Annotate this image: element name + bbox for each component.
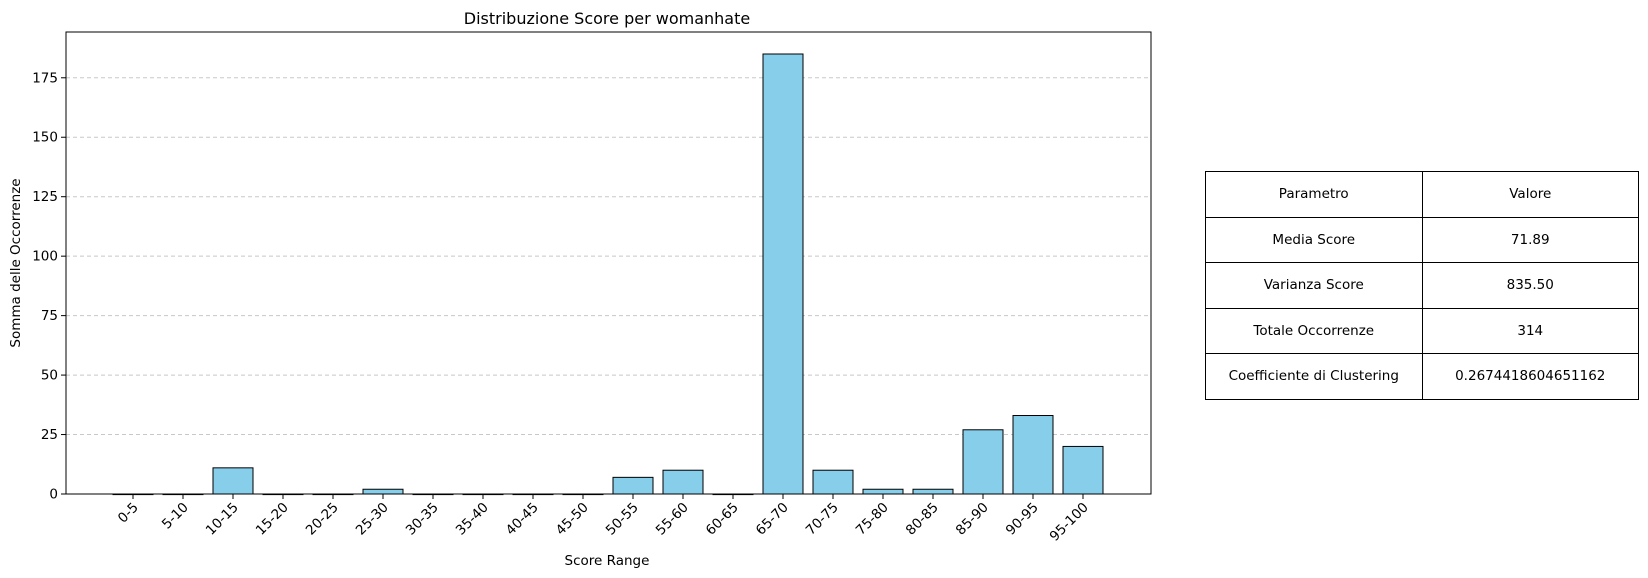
x-tick-label: 80-85 — [903, 500, 942, 539]
table-cell-param: Coefficiente di Clustering — [1205, 353, 1423, 400]
y-tick-label: 25 — [41, 427, 58, 443]
x-axis-ticks: 0-5 5-10 10-15 15-20 20-25 25-30 30-35 35-40 40-… — [115, 494, 1092, 545]
x-tick-label: 55-60 — [653, 500, 692, 539]
table-cell-value: 0.2674418604651162 — [1421, 353, 1639, 400]
bar-10-15 — [212, 467, 254, 495]
x-tick-label: 70-75 — [803, 500, 842, 539]
table-cell-value: 835.50 — [1421, 262, 1639, 309]
table-cell-value: 71.89 — [1421, 216, 1639, 263]
table-row: Varianza Score 835.50 — [1205, 262, 1639, 309]
x-tick-label: 65-70 — [753, 500, 792, 539]
x-tick-label: 60-65 — [703, 500, 742, 539]
y-tick-label: 175 — [32, 70, 58, 86]
table-row: Coefficiente di Clustering 0.26744186046… — [1205, 353, 1639, 400]
x-tick-label: 10-15 — [203, 500, 242, 539]
y-tick-label: 50 — [41, 368, 58, 384]
bar-65-70 — [762, 53, 804, 495]
x-tick-label: 25-30 — [353, 500, 392, 539]
chart-title: Distribuzione Score per womanhate — [464, 9, 750, 28]
bar-50-55 — [612, 476, 654, 495]
grid-lines — [66, 77, 1151, 436]
plot-frame — [65, 31, 1152, 495]
x-tick-label: 45-50 — [553, 500, 592, 539]
table-row: Totale Occorrenze 314 — [1205, 307, 1639, 354]
x-axis-label: Score Range — [565, 553, 650, 569]
bar-55-60 — [662, 469, 704, 495]
y-tick-label: 150 — [32, 130, 58, 146]
x-tick-label: 95-100 — [1047, 500, 1092, 545]
x-tick-label: 90-95 — [1003, 500, 1042, 539]
table-header-row: Parametro Valore — [1205, 171, 1639, 218]
y-axis-ticks: 0 25 50 75 100 125 150 175 — [32, 70, 66, 503]
x-tick-label: 5-10 — [159, 500, 192, 533]
y-tick-label: 100 — [32, 249, 58, 265]
table-cell-param: Media Score — [1205, 216, 1423, 263]
table-header-cell: Valore — [1421, 171, 1639, 218]
table-cell-param: Totale Occorrenze — [1205, 307, 1423, 354]
x-tick-label: 50-55 — [603, 500, 642, 539]
x-tick-label: 85-90 — [953, 500, 992, 539]
bar-75-80 — [862, 488, 904, 495]
bar-95-100 — [1062, 445, 1104, 495]
bar-90-95 — [1012, 415, 1054, 495]
stats-table: Parametro Valore Media Score 71.89 Varia… — [1205, 171, 1639, 400]
x-tick-label: 30-35 — [403, 500, 442, 539]
x-tick-label: 75-80 — [853, 500, 892, 539]
table-row: Media Score 71.89 — [1205, 216, 1639, 263]
bars — [112, 53, 1104, 496]
x-tick-label: 20-25 — [303, 500, 342, 539]
table-header-cell: Parametro — [1205, 171, 1423, 218]
bar-70-75 — [812, 469, 854, 495]
bar-85-90 — [962, 429, 1004, 495]
bar-chart: Distribuzione Score per womanhate 0 25 50 7… — [8, 9, 1152, 569]
x-tick-label: 15-20 — [253, 500, 292, 539]
table-cell-value: 314 — [1421, 307, 1639, 354]
y-tick-label: 75 — [41, 308, 58, 324]
x-tick-label: 35-40 — [453, 500, 492, 539]
x-tick-label: 0-5 — [115, 500, 142, 527]
bar-80-85 — [912, 488, 954, 495]
y-tick-label: 125 — [32, 189, 58, 205]
y-axis-label: Somma delle Occorrenze — [8, 178, 24, 347]
y-tick-label: 0 — [49, 487, 58, 503]
table-cell-param: Varianza Score — [1205, 262, 1423, 309]
bar-25-30 — [362, 488, 404, 495]
x-tick-label: 40-45 — [503, 500, 542, 539]
